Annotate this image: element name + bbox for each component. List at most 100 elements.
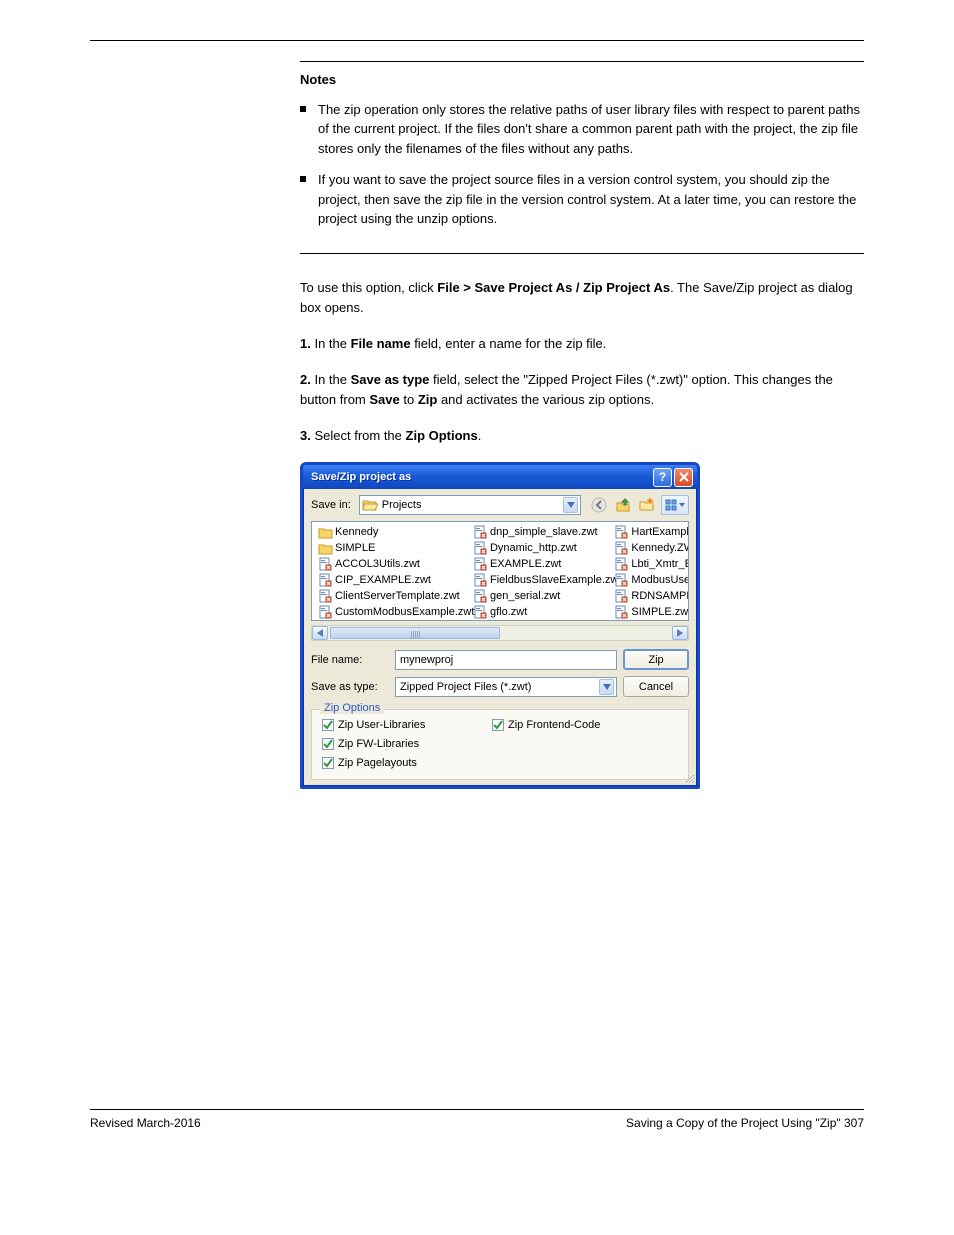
footer-right: Saving a Copy of the Project Using "Zip"… — [626, 1116, 864, 1130]
saveastype-select[interactable]: Zipped Project Files (*.zwt) — [395, 677, 617, 697]
zwt-file-icon — [614, 541, 629, 555]
chk-frontend-code[interactable]: Zip Frontend-Code — [492, 716, 600, 733]
resize-grip-icon[interactable] — [683, 772, 695, 784]
zip-options-group: Zip Options Zip User-Libraries Zip FW-Li… — [311, 709, 689, 780]
file-item[interactable]: Dynamic_http.zwt — [473, 540, 606, 556]
save-zip-dialog: Save/Zip project as ? Save in: Projects — [300, 462, 700, 789]
checkbox-icon — [322, 738, 334, 750]
file-label: Lbti_Xmtr_Ex — [631, 558, 688, 570]
form-rows: File name: mynewproj Zip Save as type: Z… — [303, 647, 697, 709]
text: Select from the — [314, 428, 405, 443]
note-text: The zip operation only stores the relati… — [318, 100, 864, 159]
cancel-button[interactable]: Cancel — [623, 676, 689, 697]
scroll-right-button[interactable] — [672, 626, 688, 640]
bottom-rule — [90, 1109, 864, 1110]
file-item[interactable]: gen_serial.zwt — [473, 588, 606, 604]
dropdown-arrow-icon[interactable] — [599, 679, 614, 695]
view-menu-button[interactable] — [661, 495, 689, 515]
file-item[interactable]: HartExample — [614, 524, 684, 540]
savein-select[interactable]: Projects — [359, 495, 581, 515]
zwt-file-icon — [473, 573, 488, 587]
bold: Save as type — [351, 372, 430, 387]
note-item: The zip operation only stores the relati… — [300, 100, 864, 159]
file-item[interactable]: SIMPLE.zwt — [614, 604, 684, 620]
file-label: Dynamic_http.zwt — [490, 542, 577, 554]
saveastype-label: Save as type: — [311, 681, 389, 693]
file-label: Kennedy.ZW — [631, 542, 688, 554]
savein-value: Projects — [382, 499, 422, 511]
text: To use this option, click — [300, 280, 437, 295]
folder-icon — [318, 526, 333, 539]
file-item[interactable]: Kennedy — [318, 524, 465, 540]
scroll-left-button[interactable] — [312, 626, 328, 640]
filename-row: File name: mynewproj Zip — [311, 649, 689, 670]
chk-user-libraries[interactable]: Zip User-Libraries — [322, 716, 492, 733]
cancel-button-label: Cancel — [639, 681, 673, 693]
file-item[interactable]: FieldbusSlaveExample.zwt — [473, 572, 606, 588]
checkbox-icon — [492, 719, 504, 731]
scroll-thumb[interactable] — [330, 627, 500, 639]
dropdown-arrow-icon[interactable] — [563, 497, 578, 513]
help-button[interactable]: ? — [653, 468, 672, 487]
file-item[interactable]: EXAMPLE.zwt — [473, 556, 606, 572]
file-item[interactable]: Lbti_Xmtr_Ex — [614, 556, 684, 572]
filename-input[interactable]: mynewproj — [395, 650, 617, 670]
zwt-file-icon — [318, 573, 333, 587]
zwt-file-icon — [318, 605, 333, 619]
file-label: FieldbusSlaveExample.zwt — [490, 574, 621, 586]
zwt-file-icon — [614, 573, 629, 587]
file-item[interactable]: gflo.zwt — [473, 604, 606, 620]
file-label: ModbusUserF — [631, 574, 688, 586]
back-button[interactable] — [589, 495, 609, 515]
body-text: To use this option, click File > Save Pr… — [300, 278, 864, 447]
zwt-file-icon — [614, 605, 629, 619]
zwt-file-icon — [473, 525, 488, 539]
zip-button[interactable]: Zip — [623, 649, 689, 670]
notes-box: Notes The zip operation only stores the … — [300, 61, 864, 254]
file-column: dnp_simple_slave.zwt Dynamic_http.zwt EXAM… — [469, 524, 610, 620]
text: . — [478, 428, 482, 443]
step-number: 2. — [300, 372, 311, 387]
filename-label: File name: — [311, 654, 389, 666]
new-folder-button[interactable] — [637, 495, 657, 515]
file-item[interactable]: ACCOL3Utils.zwt — [318, 556, 465, 572]
file-list[interactable]: Kennedy SIMPLE ACCOL3Utils.zwtCIP_EXAMPLE.… — [311, 521, 689, 621]
titlebar[interactable]: Save/Zip project as ? — [303, 465, 697, 489]
zwt-file-icon — [614, 557, 629, 571]
chk-fw-libraries[interactable]: Zip FW-Libraries — [322, 735, 492, 752]
text: and activates the various zip options. — [437, 392, 654, 407]
horizontal-scrollbar[interactable] — [311, 625, 689, 641]
step-number: 3. — [300, 428, 311, 443]
file-item[interactable]: ClientServerTemplate.zwt — [318, 588, 465, 604]
step-1: 1. In the File name field, enter a name … — [300, 334, 864, 354]
step-2: 2. In the Save as type field, select the… — [300, 370, 864, 410]
file-item[interactable]: RDNSAMPLE. — [614, 588, 684, 604]
file-item[interactable]: ModbusUserF — [614, 572, 684, 588]
checkbox-icon — [322, 757, 334, 769]
toolbar: Save in: Projects — [303, 489, 697, 519]
file-column: Kennedy SIMPLE ACCOL3Utils.zwtCIP_EXAMPLE.… — [314, 524, 469, 620]
titlebar-text: Save/Zip project as — [311, 471, 651, 483]
folder-open-icon — [362, 498, 378, 512]
step-number: 1. — [300, 336, 311, 351]
file-item[interactable]: CustomModbusExample.zwt — [318, 604, 465, 620]
file-label: SIMPLE — [335, 542, 375, 554]
text: to — [400, 392, 418, 407]
zwt-file-icon — [473, 557, 488, 571]
file-label: gen_serial.zwt — [490, 590, 560, 602]
close-button[interactable] — [674, 468, 693, 487]
file-item[interactable]: dnp_simple_slave.zwt — [473, 524, 606, 540]
file-item[interactable]: CIP_EXAMPLE.zwt — [318, 572, 465, 588]
note-item: If you want to save the project source f… — [300, 170, 864, 229]
file-label: SIMPLE.zwt — [631, 606, 688, 618]
bold: Save — [369, 392, 399, 407]
scroll-track[interactable] — [328, 626, 672, 640]
file-item[interactable]: SIMPLE — [318, 540, 465, 556]
chk-pagelayouts[interactable]: Zip Pagelayouts — [322, 754, 492, 771]
up-one-level-button[interactable] — [613, 495, 633, 515]
file-item[interactable]: Kennedy.ZW — [614, 540, 684, 556]
zwt-file-icon — [614, 525, 629, 539]
chk-label: Zip FW-Libraries — [338, 738, 419, 750]
chk-label: Zip Frontend-Code — [508, 719, 600, 731]
file-label: ClientServerTemplate.zwt — [335, 590, 460, 602]
